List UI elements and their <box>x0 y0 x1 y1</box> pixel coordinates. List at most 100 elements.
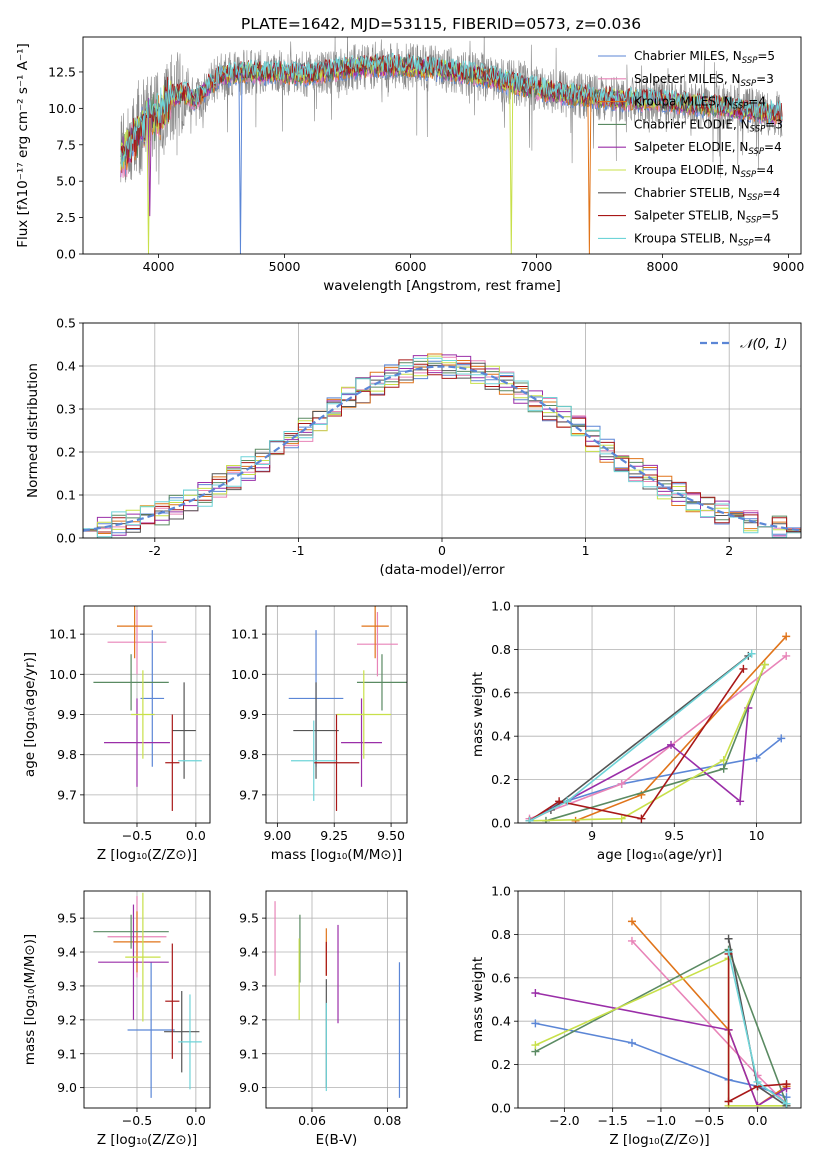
figure-title: PLATE=1642, MJD=53115, FIBERID=0573, z=0… <box>241 15 641 33</box>
x-tick-label: 9.25 <box>320 828 348 843</box>
y-tick-label: 9.8 <box>57 747 77 762</box>
panel-weight-vs-z: −2.0 −1.5 −1.0 −0.5 0.0 0.0 0.2 0.4 0.6 0.8 1.0 Z [… <box>470 884 802 1148</box>
y-tick-label: 0.4 <box>56 359 76 374</box>
legend-name: Chabrier STELIB, N <box>634 186 747 200</box>
spectrum-legend: Chabrier MILES, NSSP=5 Salpeter MILES, NS… <box>598 49 783 248</box>
y-tick-label: 0.6 <box>491 970 511 985</box>
y-tick-label: 0.6 <box>491 685 511 700</box>
weight-marker <box>627 1038 636 1047</box>
y-tick-label: 2.5 <box>56 210 76 225</box>
x-tick-label: −1.0 <box>646 1113 676 1128</box>
weight-marker <box>531 1041 540 1050</box>
errorbar-point-8 <box>291 720 337 801</box>
legend-subscript: SSP <box>750 124 766 134</box>
legend-entry-7: Salpeter STELIB, NSSP=5 <box>634 209 779 226</box>
y-axis-label: Flux [fλ10⁻¹⁷ erg cm⁻² s⁻¹ A⁻¹] <box>15 43 31 248</box>
x-axis-label: wavelength [Angstrom, rest frame] <box>323 278 561 294</box>
weight-marker <box>627 936 636 945</box>
legend-subscript: SSP <box>747 193 763 203</box>
errorbar-point-0 <box>127 962 175 1098</box>
legend-nssp: =4 <box>754 231 772 245</box>
legend-entry-0: Chabrier MILES, NSSP=5 <box>634 49 775 66</box>
y-axis-label: mass weight <box>470 957 486 1042</box>
axes-frame <box>83 890 211 1109</box>
legend-subscript: SSP <box>733 102 749 112</box>
y-tick-label: 0.2 <box>56 445 76 460</box>
weight-marker <box>719 764 728 773</box>
legend-nssp: =4 <box>748 95 766 109</box>
x-axis-label: mass [log₁₀(M/M⊙)] <box>271 847 402 863</box>
x-tick-label: 9000 <box>772 259 804 274</box>
y-tick-label: 9.9 <box>57 707 77 722</box>
weight-marker <box>667 740 676 749</box>
y-tick-label: 1.0 <box>491 599 511 614</box>
axes-frame <box>82 36 802 255</box>
spectrum-spike <box>509 83 514 254</box>
x-tick-label: −0.5 <box>694 1113 724 1128</box>
errorbar-point-4 <box>341 698 382 787</box>
y-tick-label: 0.0 <box>491 1101 511 1116</box>
y-axis-label: Normed distribution <box>25 363 41 498</box>
legend-nssp: =4 <box>763 186 781 200</box>
legend-entry-4: Salpeter ELODIE, NSSP=4 <box>634 140 782 157</box>
legend-entry-5: Kroupa ELODIE, NSSP=4 <box>634 163 774 180</box>
x-tick-label: 0.0 <box>186 1113 206 1128</box>
legend-entry-1: Salpeter MILES, NSSP=3 <box>634 72 774 89</box>
x-tick-label: -1 <box>292 543 304 558</box>
x-tick-label: −0.5 <box>122 1113 152 1128</box>
weight-marker <box>571 816 580 823</box>
y-tick-label: 10.1 <box>49 627 77 642</box>
y-tick-label: 0.2 <box>491 1057 511 1072</box>
legend-name: Chabrier ELODIE, N <box>634 117 750 131</box>
weight-marker <box>782 1080 791 1089</box>
errorbar-point-2 <box>116 606 153 659</box>
legend-subscript: SSP <box>741 79 757 89</box>
x-axis-label: Z [log₁₀(Z/Z⊙)] <box>609 1132 709 1148</box>
errorbar-point-3 <box>93 654 169 711</box>
panel-mass-vs-z: −0.5 0.0 9.0 9.1 9.2 9.3 9.4 9.5 Z [log₁₀(Z/Z⊙)]… <box>22 890 211 1148</box>
panel-age-vs-mass: 9.00 9.25 9.50 9.7 9.8 9.9 10.0 10.1 mass [log₁₀… <box>231 605 408 863</box>
legend-name: Chabrier MILES, N <box>634 49 742 63</box>
panel-mass-vs-ebv: 0.06 0.08 9.0 9.1 9.2 9.3 9.4 9.5 E(B-V) <box>239 890 408 1148</box>
x-tick-label: −2.0 <box>549 1113 579 1128</box>
plot-area-weight-vs-z <box>531 917 791 1108</box>
y-tick-label: 0.0 <box>491 816 511 831</box>
errorbar-point-6 <box>172 682 196 779</box>
weight-marker <box>724 1097 733 1106</box>
weight-marker <box>724 934 733 943</box>
x-tick-label: 8000 <box>647 259 679 274</box>
x-tick-label: 6000 <box>395 259 427 274</box>
weight-marker <box>782 651 791 660</box>
y-tick-label: 9.7 <box>57 787 77 802</box>
weight-line <box>529 707 750 822</box>
legend-entry-2: Kroupa MILES, NSSP=4 <box>634 95 766 112</box>
spectrum-spike <box>146 117 151 254</box>
legend-name: Kroupa MILES, N <box>634 95 733 109</box>
y-tick-label: 9.1 <box>57 1046 77 1061</box>
weight-marker <box>563 797 572 806</box>
weight-marker <box>724 947 733 956</box>
x-tick-label: 4000 <box>143 259 175 274</box>
errorbar-point-5 <box>336 670 392 759</box>
plot-area-age-vs-z <box>93 606 202 811</box>
x-tick-label: 9.50 <box>377 828 405 843</box>
errorbar-point-1 <box>356 612 398 677</box>
model-spectrum-8 <box>120 52 783 168</box>
x-axis-label: (data-model)/error <box>379 562 505 578</box>
grid-mass-vs-z <box>84 891 210 1108</box>
legend-name: Kroupa ELODIE, N <box>634 163 741 177</box>
y-tick-label: 0.0 <box>56 531 76 546</box>
x-tick-label: 9 <box>588 828 596 843</box>
errorbar-point-8 <box>178 994 202 1090</box>
weight-line <box>535 992 787 1107</box>
weight-marker <box>753 1077 762 1086</box>
y-tick-label: 10.0 <box>49 667 77 682</box>
x-tick-label: −0.5 <box>122 828 152 843</box>
plot-area-mass-vs-z <box>93 892 202 1098</box>
y-tick-label: 9.0 <box>239 1080 259 1095</box>
weight-marker <box>747 649 756 658</box>
y-tick-label: 1.0 <box>491 884 511 899</box>
x-tick-label: -2 <box>149 543 161 558</box>
y-tick-label: 9.3 <box>57 978 77 993</box>
